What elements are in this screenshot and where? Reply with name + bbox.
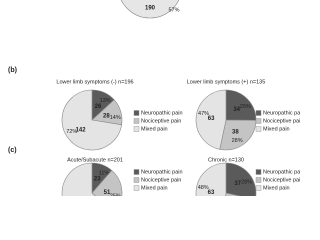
slice-percent: 28% [232,138,243,144]
pie-slice [195,89,227,150]
legend-label: Neuropathic pain [141,169,183,175]
slice-count: 37 [234,181,241,187]
pie-slice [225,89,257,121]
pie-slice [225,162,257,196]
slice-count: 28 [103,113,110,119]
slice-count: 63 [208,190,215,196]
slice-count: 63 [208,116,215,122]
slice-percent: 13% [100,98,111,104]
pie-slice [91,170,123,196]
legend-swatch [255,177,262,183]
slice-percent: 57% [168,7,179,13]
slice-percent: 11% [99,170,110,176]
panel-label: (c) [8,147,17,154]
slice-percent: 25% [240,104,251,110]
slice-percent: 14% [110,115,121,121]
slice-count: 34 [233,107,240,113]
legend-swatch [255,126,262,132]
legend-swatch [255,110,262,116]
figure: 190 57% (b) Lower limb symptoms (-) n=196 26… [8,0,300,196]
legend-swatch [133,118,140,124]
slice-count: 26 [95,104,102,110]
legend-label: Nociceptive pain [263,177,300,183]
legend-label: Nociceptive pain [141,118,181,124]
chart-title: Lower limb symptoms (-) n=196 [56,79,133,85]
slice-percent: 72% [66,129,77,135]
legend-label: Neuropathic pain [141,110,183,116]
slice-count: 51 [104,190,111,196]
legend-label: Neuropathic pain [263,169,300,175]
pie-slice [219,119,257,151]
legend-label: Neuropathic pain [263,110,300,116]
legend-swatch [133,126,140,132]
legend-swatch [133,110,140,116]
pie-slice [61,162,96,196]
slice-count: 23 [94,177,101,183]
legend-swatch [133,177,140,183]
slice-percent: 25% [110,193,121,196]
slice-percent: 48% [198,185,209,191]
legend-label: Mixed pain [263,185,290,191]
legend-label: Mixed pain [263,126,290,132]
pie-slice [61,89,122,151]
slice-percent: 28% [241,179,252,185]
pie-slice [120,0,180,19]
legend-swatch [133,169,140,175]
slice-percent: 47% [198,111,209,117]
pie-slice [225,192,241,196]
legend-label: Nociceptive pain [263,118,300,124]
pie-slice [195,162,227,196]
legend-label: Nociceptive pain [141,177,181,183]
legend-swatch [255,118,262,124]
panel-label: (b) [8,67,17,74]
chart-title: Chronic n=130 [208,157,244,163]
slice-count: 190 [145,6,156,12]
slice-count: 142 [76,127,87,133]
chart-title: Lower limb symptoms (+) n=135 [187,79,266,85]
chart-title: Acute/Subacute n=201 [67,157,123,163]
legend-swatch [133,185,140,191]
slice-count: 38 [232,129,239,135]
legend-label: Mixed pain [141,126,168,132]
legend-swatch [255,185,262,191]
legend-swatch [255,169,262,175]
legend-label: Mixed pain [141,185,168,191]
